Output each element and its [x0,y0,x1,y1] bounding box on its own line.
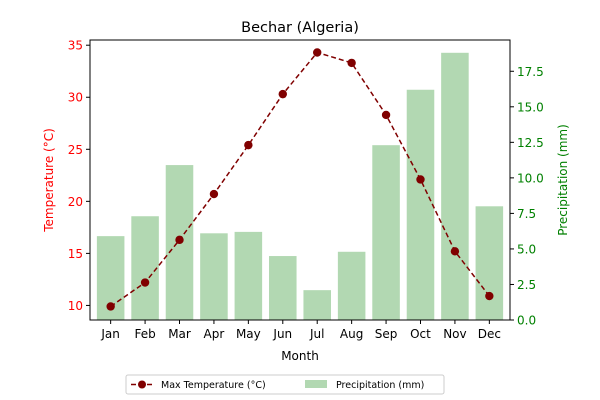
y-axis-left: 10 15 20 25 30 35 [68,39,90,313]
precip-bar-feb [131,216,159,320]
y-axis-left-label: Temperature (°C) [42,128,56,233]
temperature-point-oct [416,175,425,184]
precip-bar-jun [269,256,297,320]
temperature-point-mar [175,235,184,245]
y-left-tick-label: 15 [68,247,83,261]
temperature-point-nov [450,247,460,256]
x-tick-label-jul: Jul [309,327,324,341]
precip-bar-jul [303,290,331,320]
temperature-point-aug [347,58,356,68]
precip-bar-sep [372,145,400,320]
y-right-tick-label: 0.0 [517,314,536,328]
x-tick-label-oct: Oct [410,327,431,341]
temperature-point-apr [209,189,219,199]
x-axis-label: Month [281,349,319,363]
temperature-point-feb [140,278,150,287]
y-right-tick-label: 2.5 [517,278,536,292]
precip-bar-may [234,231,263,320]
legend: Max Temperature (°C) Precipitation (mm) [125,374,445,395]
y-right-tick-label: 7.5 [517,207,536,221]
x-tick-label-mar: Mar [168,327,191,341]
y-right-tick-label: 5.0 [517,242,536,256]
temperature-point-jan [106,302,115,311]
precipitation-bars [96,52,504,321]
x-tick-label-aug: Aug [340,327,363,341]
legend-bar-swatch [305,380,327,388]
legend-line-marker [138,380,146,389]
y-right-tick-label: 17.5 [517,65,544,79]
y-axis-right: 0.0 2.5 5.0 7.5 10.0 12.5 15.0 17.5 [510,65,544,328]
x-tick-label-sep: Sep [375,327,398,341]
temperature-line-layer [106,48,494,311]
x-tick-label-jan: Jan [100,327,120,341]
x-axis: Jan Feb Mar Apr May Jun Jul Aug Sep Oct Nov Dec [100,320,501,341]
x-tick-label-dec: Dec [478,327,501,341]
temperature-line [110,51,490,308]
legend-label-precipitation: Precipitation (mm) [336,380,424,391]
y-left-tick-label: 10 [68,299,83,313]
y-left-tick-label: 35 [68,39,83,53]
chart-title: Bechar (Algeria) [241,20,359,36]
y-right-tick-label: 15.0 [517,100,544,114]
temperature-point-jun [278,89,287,99]
x-tick-label-nov: Nov [443,327,466,341]
precip-bar-aug [337,251,366,320]
x-tick-label-jun: Jun [272,327,292,341]
precip-bar-dec [475,206,504,320]
precip-bar-apr [200,233,228,320]
x-tick-label-feb: Feb [134,327,155,341]
y-left-tick-label: 25 [68,143,83,157]
x-tick-label-apr: Apr [204,327,225,341]
y-right-tick-label: 12.5 [517,136,544,150]
y-left-tick-label: 30 [68,91,83,105]
x-tick-label-may: May [236,327,261,341]
precip-bar-nov [441,52,469,321]
temperature-point-sep [381,110,391,120]
plot-frame [89,39,511,321]
temperature-point-dec [485,291,494,301]
legend-label-temperature: Max Temperature (°C) [161,380,266,391]
y-right-tick-label: 10.0 [517,171,544,185]
y-left-tick-label: 20 [68,195,83,209]
temperature-point-may [244,140,253,150]
temperature-point-jul [313,48,322,57]
y-axis-right-label: Precipitation (mm) [556,124,570,236]
precip-bar-oct [406,89,435,321]
legend-box [125,374,445,395]
